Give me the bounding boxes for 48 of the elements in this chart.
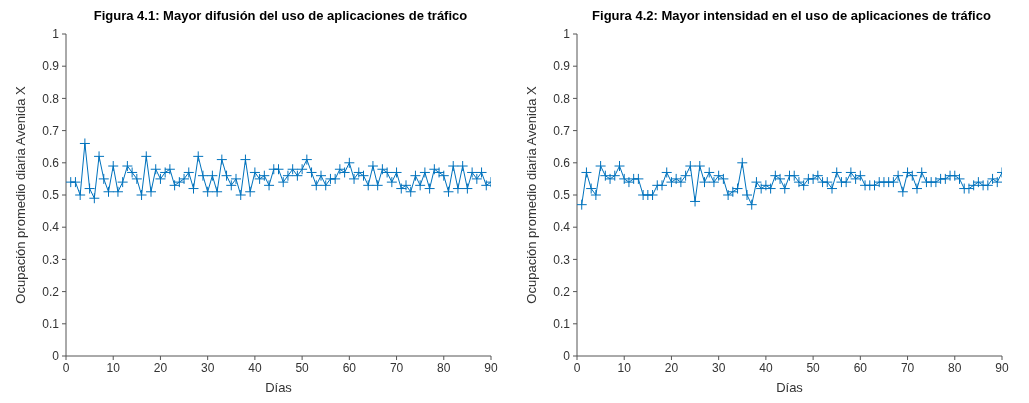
y-tick-label: 0.4 bbox=[42, 220, 60, 235]
y-tick-label: 0 bbox=[52, 349, 60, 364]
x-tick-label: 60 bbox=[853, 360, 868, 375]
y-tick-label: 1 bbox=[52, 27, 60, 42]
y-axis-title: Ocupación promedio diaria Avenida X bbox=[12, 86, 28, 304]
y-tick-label: 0.6 bbox=[553, 156, 571, 171]
x-tick-label: 80 bbox=[437, 360, 451, 375]
chart-title: Figura 4.1: Mayor difusión del uso de aplicaciones de tráfico bbox=[92, 8, 469, 25]
y-tick-label: 0.7 bbox=[553, 123, 571, 138]
chart-title: Figura 4.2: Mayor intensidad en el uso de aplicaciones de tráfico bbox=[591, 8, 992, 25]
x-tick-label: 40 bbox=[759, 360, 773, 375]
x-tick-label: 70 bbox=[389, 360, 404, 375]
x-tick-label: 0 bbox=[62, 360, 70, 375]
y-tick-label: 0.7 bbox=[42, 123, 60, 138]
y-tick-label: 0.1 bbox=[42, 317, 60, 332]
y-axis-title: Ocupación promedio diaria Avenida X bbox=[523, 86, 539, 304]
x-tick-label: 90 bbox=[484, 360, 498, 375]
x-axis-title: Días bbox=[776, 380, 804, 395]
y-tick-label: 0.2 bbox=[553, 284, 571, 299]
x-tick-label: 30 bbox=[200, 360, 215, 375]
x-tick-label: 80 bbox=[948, 360, 962, 375]
x-tick-label: 90 bbox=[995, 360, 1009, 375]
y-tick-label: 1 bbox=[563, 27, 571, 42]
y-tick-label: 0.5 bbox=[42, 188, 60, 203]
y-tick-label: 0.3 bbox=[553, 252, 571, 267]
x-tick-label: 20 bbox=[664, 360, 679, 375]
x-tick-label: 10 bbox=[106, 360, 121, 375]
x-tick-label: 0 bbox=[573, 360, 581, 375]
y-tick-label: 0.1 bbox=[553, 317, 571, 332]
x-tick-label: 60 bbox=[342, 360, 357, 375]
y-tick-label: 0.5 bbox=[553, 188, 571, 203]
y-tick-label: 0.9 bbox=[42, 59, 60, 74]
x-tick-label: 20 bbox=[153, 360, 168, 375]
x-tick-label: 50 bbox=[806, 360, 821, 375]
x-tick-label: 50 bbox=[295, 360, 310, 375]
x-tick-label: 30 bbox=[711, 360, 726, 375]
y-tick-label: 0.3 bbox=[42, 252, 60, 267]
y-tick-label: 0.8 bbox=[42, 91, 60, 106]
x-tick-label: 70 bbox=[900, 360, 915, 375]
y-tick-label: 0.6 bbox=[42, 156, 60, 171]
x-tick-label: 40 bbox=[248, 360, 262, 375]
y-tick-label: 0.4 bbox=[553, 220, 571, 235]
y-tick-label: 0.2 bbox=[42, 284, 60, 299]
x-axis-title: Días bbox=[265, 380, 293, 395]
y-tick-label: 0 bbox=[563, 349, 571, 364]
y-tick-label: 0.9 bbox=[553, 59, 571, 74]
y-tick-label: 0.8 bbox=[553, 91, 571, 106]
x-tick-label: 10 bbox=[617, 360, 632, 375]
